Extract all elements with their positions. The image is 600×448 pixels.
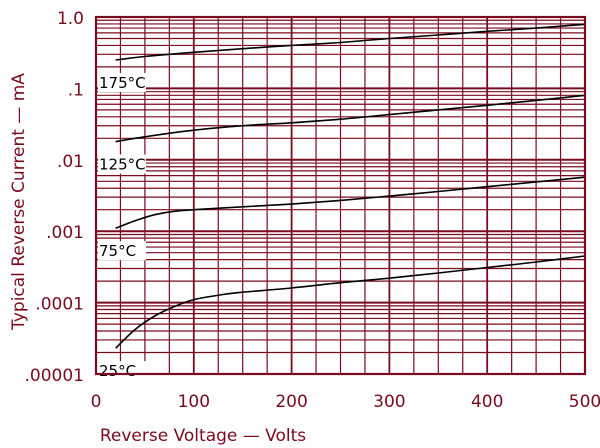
curve-labels: 175°C 125°C 75°C 25°C xyxy=(98,72,146,381)
plot-frame xyxy=(94,15,587,376)
series-line xyxy=(115,255,586,349)
x-tick-labels: 0 100 200 300 400 500 xyxy=(91,392,600,412)
curve-label-background xyxy=(98,72,146,92)
y-tick-label: .0001 xyxy=(35,295,84,315)
curve-label: 175°C xyxy=(99,74,146,92)
x-axis-title: Reverse Voltage — Volts xyxy=(100,426,306,446)
x-tick-label: 500 xyxy=(569,392,600,412)
curve-label: 125°C xyxy=(99,156,146,174)
x-tick-label: 100 xyxy=(178,392,210,412)
y-tick-label: 1.0 xyxy=(57,9,84,29)
series-line xyxy=(115,23,586,61)
curve-label: 25°C xyxy=(99,362,136,380)
series-line xyxy=(115,94,586,143)
y-tick-labels: 1.0 .1 .01 .001 .0001 .00001 xyxy=(25,9,84,386)
y-tick-label: .1 xyxy=(68,80,84,100)
y-tick-label: .00001 xyxy=(25,366,84,386)
curve-label: 75°C xyxy=(99,242,136,260)
curve-label-background xyxy=(98,154,146,174)
series-line xyxy=(115,176,586,229)
curve-label-background xyxy=(98,361,146,381)
x-tick-label: 300 xyxy=(373,392,405,412)
x-tick-label: 0 xyxy=(91,392,102,412)
grid xyxy=(95,17,586,375)
y-axis-title: Typical Reverse Current — mA xyxy=(9,73,29,331)
x-tick-label: 400 xyxy=(471,392,503,412)
curve-label-background xyxy=(98,241,146,261)
y-tick-label: .001 xyxy=(46,223,84,243)
curves xyxy=(115,23,586,349)
y-tick-label: .01 xyxy=(57,152,84,172)
x-tick-label: 200 xyxy=(275,392,307,412)
